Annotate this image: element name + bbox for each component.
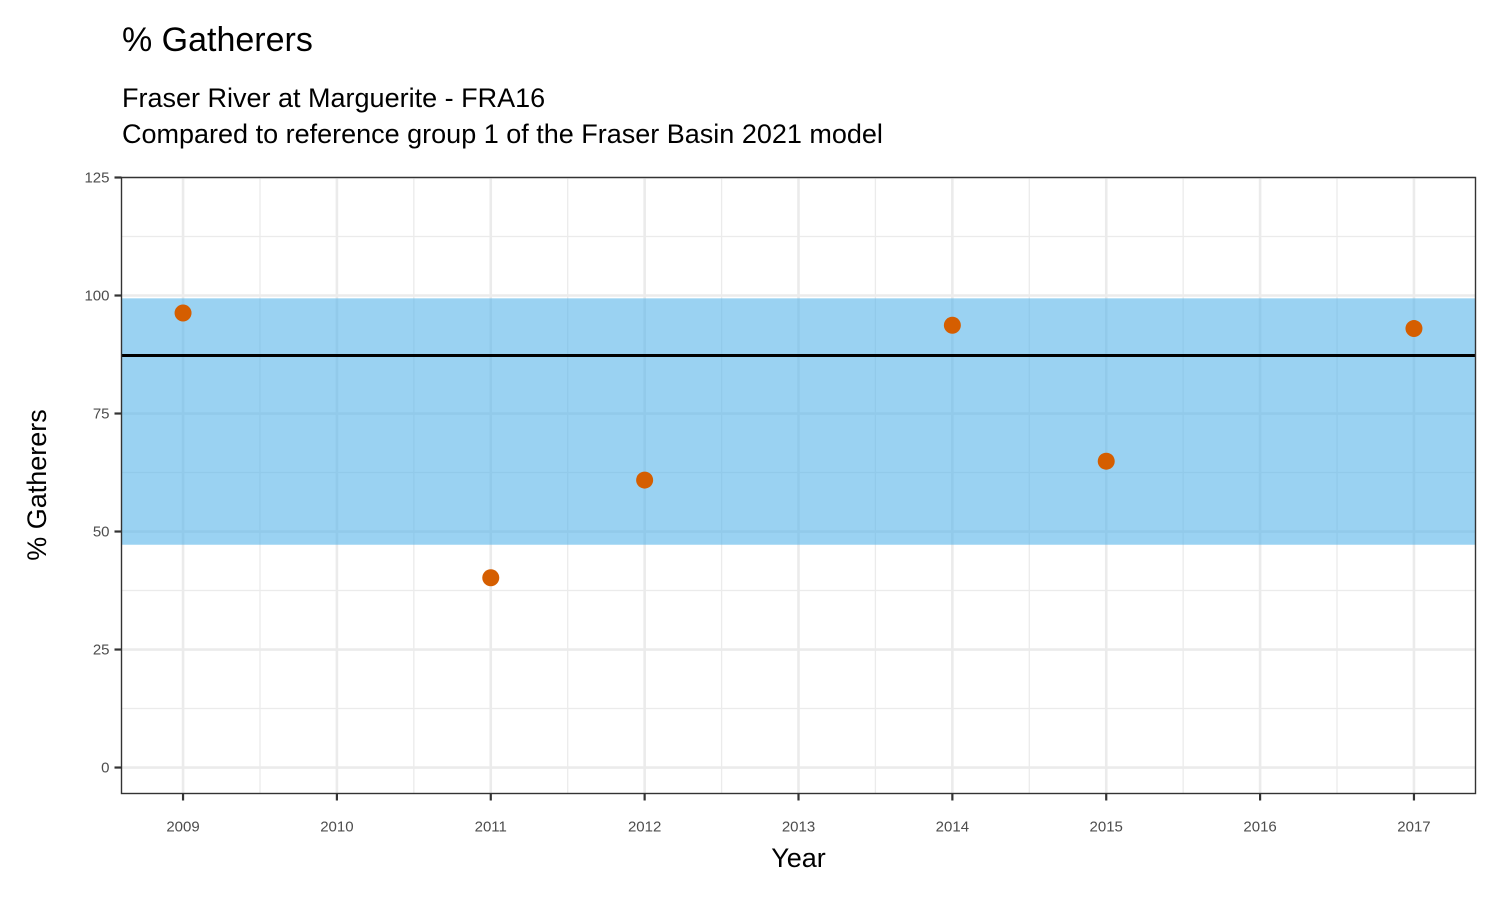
x-tick-label: 2010 — [320, 819, 353, 836]
y-tick-label: 50 — [93, 524, 110, 541]
chart-title: % Gatherers — [122, 21, 313, 59]
x-tick-label: 2009 — [166, 819, 199, 836]
x-tick-label: 2013 — [782, 819, 815, 836]
x-tick-label: 2017 — [1397, 819, 1430, 836]
data-point — [1097, 452, 1115, 470]
y-tick-label: 75 — [93, 406, 110, 423]
x-tick-label: 2014 — [936, 819, 969, 836]
x-axis-title: Year — [771, 843, 826, 873]
reference-band — [121, 298, 1476, 545]
data-point — [1405, 320, 1423, 338]
chart-subtitle-line-2: Compared to reference group 1 of the Fra… — [122, 119, 883, 149]
x-tick-label: 2012 — [628, 819, 661, 836]
y-tick-label: 125 — [84, 170, 109, 187]
y-tick-label: 0 — [101, 760, 109, 777]
data-point — [174, 304, 192, 322]
data-point — [636, 471, 654, 489]
data-point — [482, 569, 500, 587]
chart-subtitle-line-1: Fraser River at Marguerite - FRA16 — [122, 83, 545, 113]
x-tick-label: 2011 — [475, 819, 507, 836]
y-tick-label: 25 — [93, 642, 110, 659]
data-point — [943, 316, 961, 334]
y-tick-label: 100 — [84, 288, 109, 305]
plot-area: 0 25 50 75 100 125 2009 2010 2011 2012 2013 2014 201… — [84, 170, 1477, 836]
x-tick-label: 2015 — [1090, 819, 1123, 836]
x-tick-label: 2016 — [1243, 819, 1276, 836]
y-axis-title: % Gatherers — [22, 409, 52, 561]
